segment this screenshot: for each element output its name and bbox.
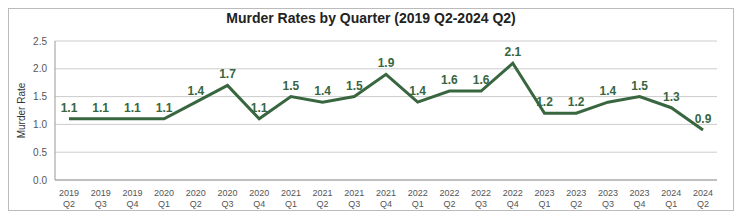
svg-text:1.1: 1.1: [92, 101, 109, 115]
svg-text:2.0: 2.0: [33, 63, 47, 74]
svg-text:2019Q3: 2019Q3: [91, 188, 111, 209]
svg-text:2020Q2: 2020Q2: [186, 188, 206, 209]
svg-text:1.4: 1.4: [187, 84, 204, 98]
svg-text:2019Q4: 2019Q4: [122, 188, 142, 209]
svg-text:1.5: 1.5: [631, 79, 648, 93]
svg-text:2022Q3: 2022Q3: [471, 188, 491, 209]
svg-text:2020Q3: 2020Q3: [217, 188, 237, 209]
svg-text:2023Q1: 2023Q1: [534, 188, 554, 209]
svg-text:1.6: 1.6: [473, 73, 490, 87]
svg-text:0.5: 0.5: [33, 147, 47, 158]
svg-text:2022Q2: 2022Q2: [439, 188, 459, 209]
svg-text:2021Q2: 2021Q2: [313, 188, 333, 209]
svg-text:2020Q1: 2020Q1: [154, 188, 174, 209]
svg-text:2022Q1: 2022Q1: [408, 188, 428, 209]
svg-text:Murder Rate: Murder Rate: [16, 82, 27, 138]
svg-text:1.6: 1.6: [441, 73, 458, 87]
svg-text:2.1: 2.1: [504, 45, 521, 59]
svg-text:1.7: 1.7: [219, 67, 236, 81]
svg-text:0.0: 0.0: [33, 175, 47, 186]
html-text:Murder Rates by Quarter (2019: Murder Rates by Quarter (2019 Q2-2024 Q2…: [226, 10, 516, 26]
svg-text:1.4: 1.4: [409, 84, 426, 98]
svg-text:2.5: 2.5: [33, 36, 47, 47]
svg-text:1.4: 1.4: [314, 84, 331, 98]
svg-text:1.3: 1.3: [663, 90, 680, 104]
svg-text:2021Q1: 2021Q1: [281, 188, 301, 209]
svg-text:2021Q4: 2021Q4: [376, 188, 396, 209]
svg-text:2022Q4: 2022Q4: [503, 188, 523, 209]
svg-text:2024Q1: 2024Q1: [661, 188, 681, 209]
svg-text:2024Q2: 2024Q2: [693, 188, 713, 209]
svg-text:1.5: 1.5: [283, 79, 300, 93]
svg-text:0.9: 0.9: [695, 112, 712, 126]
svg-text:1.1: 1.1: [61, 101, 78, 115]
svg-text:1.5: 1.5: [346, 79, 363, 93]
svg-text:1.2: 1.2: [568, 95, 585, 109]
svg-text:1.1: 1.1: [156, 101, 173, 115]
svg-text:1.1: 1.1: [251, 101, 268, 115]
svg-text:1.1: 1.1: [124, 101, 141, 115]
svg-text:1.2: 1.2: [536, 95, 553, 109]
svg-text:1.0: 1.0: [33, 119, 47, 130]
svg-text:2023Q2: 2023Q2: [566, 188, 586, 209]
svg-text:1.5: 1.5: [33, 91, 47, 102]
svg-text:1.9: 1.9: [378, 56, 395, 70]
svg-text:2020Q4: 2020Q4: [249, 188, 269, 209]
svg-text:2019Q2: 2019Q2: [59, 188, 79, 209]
svg-text:2023Q4: 2023Q4: [630, 188, 650, 209]
svg-text:2021Q3: 2021Q3: [344, 188, 364, 209]
svg-text:2023Q3: 2023Q3: [598, 188, 618, 209]
svg-text:1.4: 1.4: [600, 84, 617, 98]
